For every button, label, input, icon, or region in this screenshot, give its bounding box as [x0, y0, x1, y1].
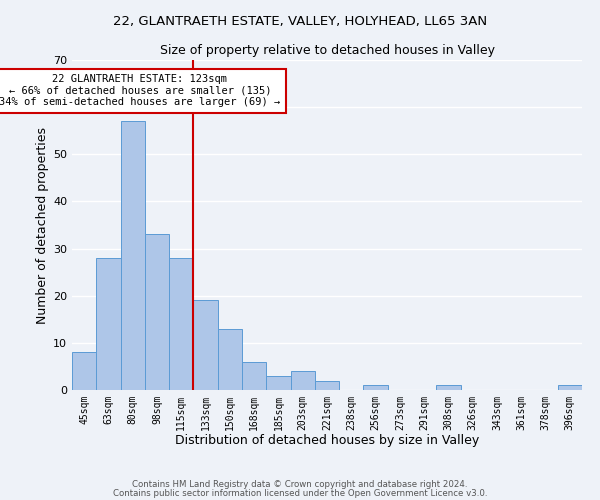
Bar: [436, 386, 461, 390]
Text: Contains HM Land Registry data © Crown copyright and database right 2024.: Contains HM Land Registry data © Crown c…: [132, 480, 468, 489]
Title: Size of property relative to detached houses in Valley: Size of property relative to detached ho…: [160, 44, 494, 58]
Bar: [315, 380, 339, 390]
Bar: [72, 352, 96, 390]
Bar: [558, 386, 582, 390]
Bar: [169, 258, 193, 390]
Text: 22 GLANTRAETH ESTATE: 123sqm
← 66% of detached houses are smaller (135)
34% of s: 22 GLANTRAETH ESTATE: 123sqm ← 66% of de…: [0, 74, 281, 108]
X-axis label: Distribution of detached houses by size in Valley: Distribution of detached houses by size …: [175, 434, 479, 448]
Text: Contains public sector information licensed under the Open Government Licence v3: Contains public sector information licen…: [113, 490, 487, 498]
Bar: [364, 386, 388, 390]
Bar: [266, 376, 290, 390]
Bar: [218, 328, 242, 390]
Bar: [121, 122, 145, 390]
Bar: [290, 371, 315, 390]
Bar: [242, 362, 266, 390]
Bar: [145, 234, 169, 390]
Text: 22, GLANTRAETH ESTATE, VALLEY, HOLYHEAD, LL65 3AN: 22, GLANTRAETH ESTATE, VALLEY, HOLYHEAD,…: [113, 15, 487, 28]
Bar: [193, 300, 218, 390]
Bar: [96, 258, 121, 390]
Y-axis label: Number of detached properties: Number of detached properties: [36, 126, 49, 324]
